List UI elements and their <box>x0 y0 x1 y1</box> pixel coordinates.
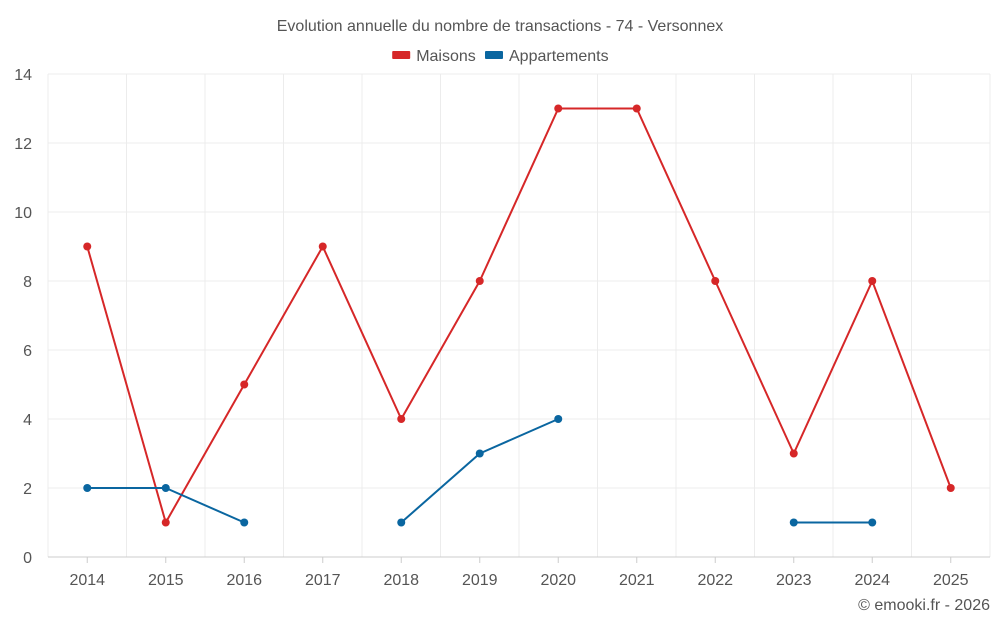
x-tick-label: 2020 <box>540 572 576 589</box>
chart-title: Evolution annuelle du nombre de transact… <box>277 18 724 35</box>
x-tick-label: 2015 <box>148 572 184 589</box>
data-point[interactable] <box>789 449 798 458</box>
x-tick-label: 2024 <box>854 572 890 589</box>
y-tick-label: 0 <box>23 550 32 567</box>
data-point[interactable] <box>83 484 92 492</box>
data-point[interactable] <box>475 449 484 458</box>
data-point[interactable] <box>318 242 327 251</box>
data-point[interactable] <box>161 518 170 527</box>
x-tick-label: 2014 <box>69 572 105 589</box>
legend-swatch <box>485 51 503 59</box>
y-tick-label: 10 <box>14 205 32 222</box>
data-point[interactable] <box>397 518 406 527</box>
y-tick-label: 8 <box>23 274 32 291</box>
data-point[interactable] <box>554 415 563 423</box>
data-point[interactable] <box>868 518 877 527</box>
legend-label: Appartements <box>509 48 609 65</box>
data-point[interactable] <box>554 104 563 113</box>
legend: Maisons Appartements <box>392 48 609 65</box>
series-line-maisons <box>86 107 952 524</box>
x-axis: 2014 2015 2016 2017 2018 2019 2020 2021 2022 2023… <box>48 556 990 589</box>
y-tick-label: 2 <box>23 481 32 498</box>
data-point[interactable] <box>632 104 641 113</box>
y-tick-label: 14 <box>14 67 32 84</box>
series-maisons <box>83 104 955 527</box>
series-line-appartements <box>400 418 559 524</box>
legend-swatch <box>392 51 411 59</box>
x-tick-label: 2018 <box>383 572 419 589</box>
data-point[interactable] <box>789 518 798 527</box>
data-point[interactable] <box>240 518 249 527</box>
x-tick-label: 2025 <box>933 572 969 589</box>
data-point[interactable] <box>868 277 877 285</box>
grid <box>47 73 991 557</box>
y-axis: 0 2 4 6 8 10 12 14 <box>14 67 32 567</box>
data-point[interactable] <box>240 380 249 389</box>
x-tick-label: 2016 <box>226 572 262 589</box>
data-point[interactable] <box>397 415 406 423</box>
x-tick-label: 2019 <box>462 572 498 589</box>
series-line-appartements <box>87 487 245 524</box>
credit-text: © emooki.fr - 2026 <box>858 597 990 614</box>
series-appartements <box>83 415 877 527</box>
data-point[interactable] <box>161 484 170 492</box>
legend-label: Maisons <box>416 48 476 65</box>
data-point[interactable] <box>83 242 92 251</box>
data-point[interactable] <box>475 277 484 285</box>
legend-item-maisons[interactable]: Maisons <box>392 48 476 65</box>
y-tick-label: 4 <box>23 412 32 429</box>
x-tick-label: 2022 <box>697 572 733 589</box>
series-group <box>83 104 955 527</box>
y-tick-label: 12 <box>14 136 32 153</box>
x-tick-label: 2017 <box>305 572 341 589</box>
y-tick-label: 6 <box>23 343 32 360</box>
legend-item-appartements[interactable]: Appartements <box>485 48 609 65</box>
data-point[interactable] <box>946 484 955 492</box>
x-tick-label: 2021 <box>619 572 655 589</box>
x-tick-label: 2023 <box>776 572 812 589</box>
data-point[interactable] <box>711 277 720 285</box>
